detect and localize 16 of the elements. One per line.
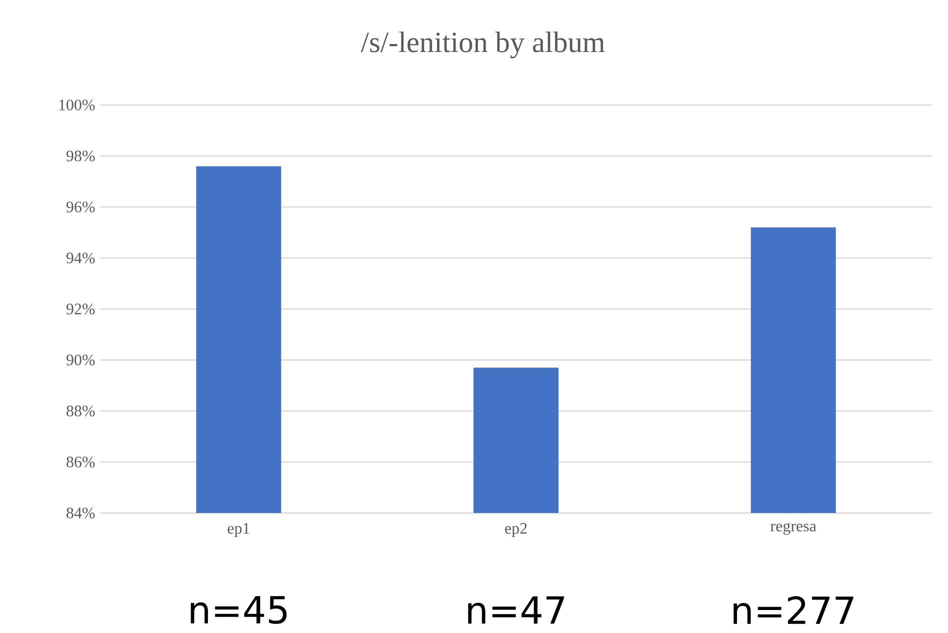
chart-title: /s/-lenition by album xyxy=(360,32,605,58)
y-tick-label: 84% xyxy=(66,508,95,518)
x-tick-label: ep1 xyxy=(228,523,250,538)
text: n=47 xyxy=(468,596,564,624)
text: n=45 xyxy=(190,596,287,624)
y-tick-label: 96% xyxy=(66,202,95,212)
text: n=277 xyxy=(734,596,854,624)
y-tick-label: 94% xyxy=(66,252,95,264)
y-tick-label: 92% xyxy=(66,304,95,314)
y-tick-label: 98% xyxy=(66,150,95,162)
y-tick-label: 90% xyxy=(66,354,95,366)
x-tick-label: ep2 xyxy=(505,523,527,538)
y-tick-label: 88% xyxy=(66,406,95,416)
x-tick-label: regresa xyxy=(770,523,816,535)
y-tick-label: 100% xyxy=(59,100,95,110)
y-tick-label: 86% xyxy=(66,456,95,468)
